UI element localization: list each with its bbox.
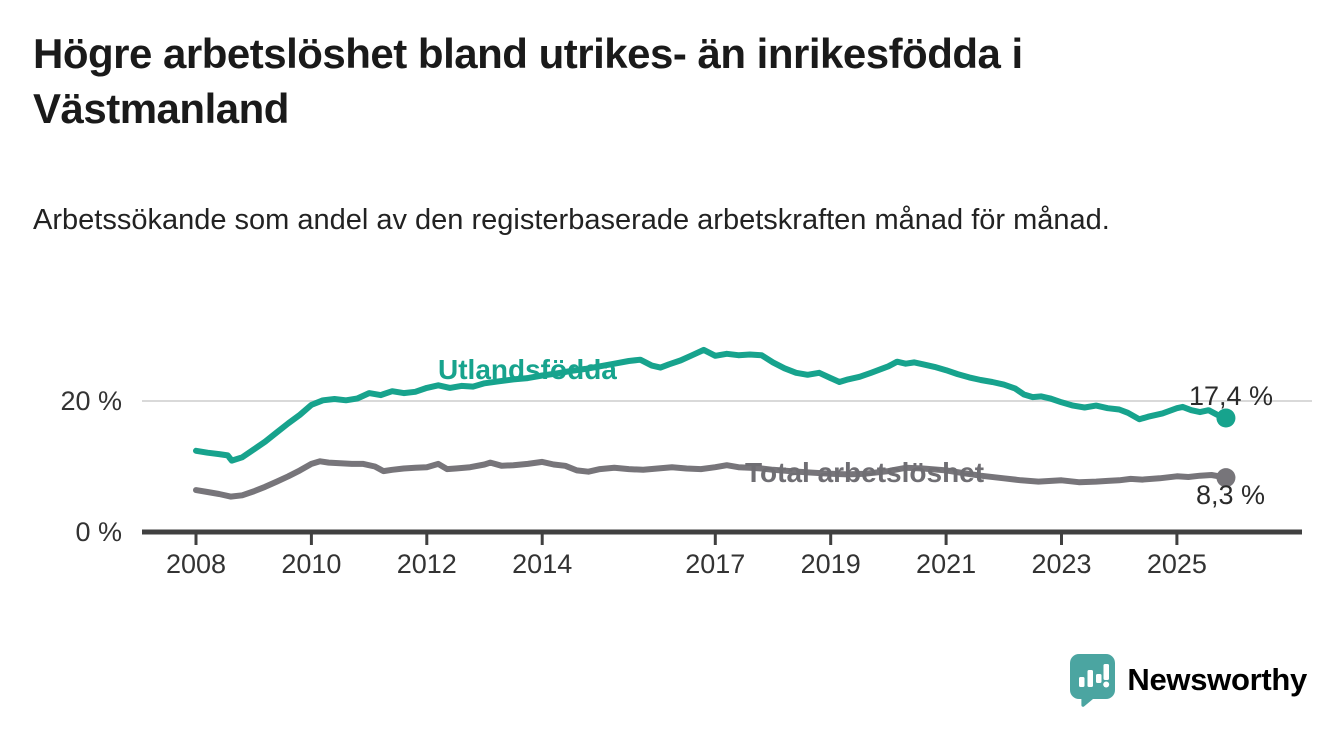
y-tick-label-0: 0 %: [75, 517, 122, 547]
newsworthy-logo-icon: [1070, 654, 1116, 707]
series-label-total-arbetsloshet: Total arbetslöshet: [745, 457, 984, 488]
line-chart: 2008 2010 2012 2014 2017 2019 2021 2023 2025 0 % 2…: [0, 315, 1340, 610]
end-dot-utlandsfodda: [1216, 408, 1236, 428]
end-value-label-utlandsfodda: 17,4 %: [1189, 381, 1273, 411]
x-tick-label-2010: 2010: [281, 549, 341, 579]
series-label-utlandsfodda: Utlandsfödda: [438, 354, 617, 385]
x-tick-label-2008: 2008: [166, 549, 226, 579]
x-tick-label-2021: 2021: [916, 549, 976, 579]
page-title: Högre arbetslöshet bland utrikes- än inr…: [33, 30, 1023, 133]
newsworthy-branding: Newsworthy: [1069, 653, 1307, 707]
x-tick-label-2019: 2019: [801, 549, 861, 579]
newsworthy-wordmark: Newsworthy: [1127, 662, 1307, 697]
x-tick-label-2012: 2012: [397, 549, 457, 579]
x-tick-label-2025: 2025: [1147, 549, 1207, 579]
chart-generated-layer: 2008 2010 2012 2014 2017 2019 2021 2023 2025 0 % 2…: [60, 346, 1312, 579]
x-tick-label-2017: 2017: [685, 549, 745, 579]
end-dot-total-arbetsloshet: [1216, 468, 1236, 488]
end-value-label-total: 8,3 %: [1196, 480, 1265, 510]
x-tick-label-2014: 2014: [512, 549, 572, 579]
line-utlandsfodda: [193, 346, 1229, 464]
x-tick-label-2023: 2023: [1031, 549, 1091, 579]
line-total-arbetsloshet: [193, 458, 1229, 500]
chart-svg: 2008 2010 2012 2014 2017 2019 2021 2023 2025 0 % 2…: [60, 346, 1312, 579]
y-tick-label-20: 20 %: [60, 386, 122, 416]
chart-subtitle: Arbetssökande som andel av den registerb…: [33, 204, 1110, 236]
